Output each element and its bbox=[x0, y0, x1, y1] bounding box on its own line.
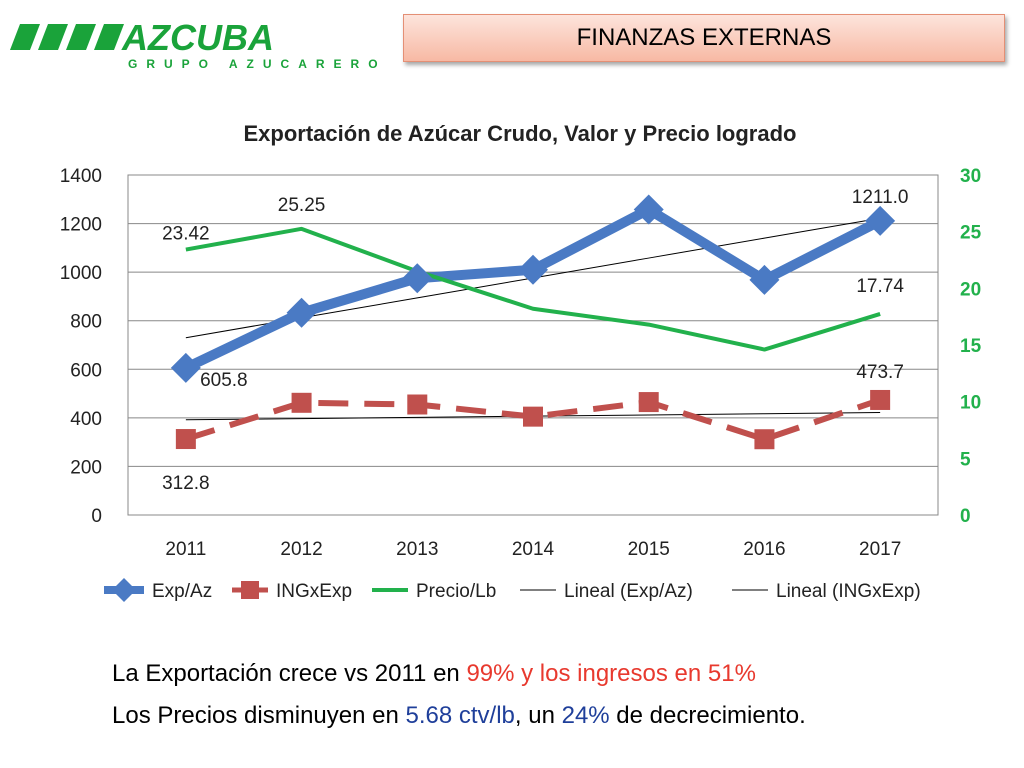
note-export-growth-text: La Exportación crece vs 2011 en bbox=[112, 660, 467, 687]
legend-marker bbox=[241, 581, 259, 599]
point-ingxexp bbox=[407, 394, 428, 415]
y-right-tick-label: 5 bbox=[960, 449, 971, 470]
note-price-text: Los Precios disminuyen en bbox=[112, 702, 406, 729]
point-exp-az bbox=[170, 352, 201, 383]
y-right-tick-label: 30 bbox=[960, 166, 981, 187]
legend-label: Lineal (INGxExp) bbox=[776, 581, 921, 602]
logo-subtitle: GRUPO AZUCARERO bbox=[128, 57, 385, 71]
note-price-pct: 24% bbox=[561, 702, 610, 729]
x-tick-label: 2016 bbox=[743, 539, 785, 560]
legend-item-2: Precio/Lb bbox=[372, 581, 496, 602]
y-left-tick-label: 1400 bbox=[60, 166, 102, 187]
series-line-2 bbox=[185, 226, 881, 352]
legend-label: Precio/Lb bbox=[416, 581, 496, 602]
data-label: 1211.0 bbox=[852, 187, 909, 208]
point-exp-az bbox=[518, 254, 548, 285]
y-left-tick-label: 1200 bbox=[60, 215, 102, 236]
point-ingxexp bbox=[175, 429, 196, 450]
x-tick-label: 2015 bbox=[628, 539, 670, 560]
y-right-tick-label: 25 bbox=[960, 223, 982, 244]
legend-item-0: Exp/Az bbox=[104, 578, 212, 602]
point-ingxexp bbox=[291, 392, 312, 413]
y-left-tick-label: 400 bbox=[70, 409, 102, 430]
legend-label: Exp/Az bbox=[152, 581, 212, 602]
data-label: 605.8 bbox=[200, 370, 248, 391]
plot-area bbox=[127, 174, 939, 516]
y-right-tick-label: 15 bbox=[960, 336, 982, 357]
x-tick-label: 2017 bbox=[859, 539, 901, 560]
point-ingxexp bbox=[523, 406, 543, 427]
y-left-tick-label: 0 bbox=[91, 506, 102, 527]
export-chart: Exportación de Azúcar Crudo, Valor y Pre… bbox=[60, 121, 982, 602]
data-label: 312.8 bbox=[162, 473, 210, 494]
y-right-tick-label: 20 bbox=[960, 279, 981, 300]
y-right-tick-label: 10 bbox=[960, 393, 981, 414]
point-ingxexp bbox=[870, 389, 891, 410]
data-label: 23.42 bbox=[162, 224, 210, 245]
point-exp-az bbox=[749, 264, 780, 295]
x-tick-label: 2011 bbox=[165, 539, 206, 560]
note-export-growth: La Exportación crece vs 2011 en 99% y lo… bbox=[112, 660, 756, 688]
logo-brand: AZCUBA bbox=[121, 17, 274, 58]
legend-item-4: Lineal (INGxExp) bbox=[732, 581, 921, 602]
data-label: 473.7 bbox=[856, 362, 904, 383]
y-left-tick-label: 200 bbox=[70, 457, 102, 478]
point-exp-az bbox=[402, 263, 433, 294]
note-price-end: de decrecimiento. bbox=[609, 702, 806, 729]
y-left-tick-label: 800 bbox=[70, 312, 102, 333]
note-price-decrease: Los Precios disminuyen en 5.68 ctv/lb, u… bbox=[112, 702, 806, 730]
azcuba-logo: AZCUBA GRUPO AZUCARERO bbox=[10, 17, 385, 71]
logo-stripes-icon bbox=[10, 24, 124, 50]
data-label: 17.74 bbox=[856, 276, 904, 297]
point-exp-az bbox=[865, 205, 896, 236]
legend-label: Lineal (Exp/Az) bbox=[564, 581, 693, 602]
legend-marker bbox=[112, 578, 136, 602]
point-exp-az bbox=[633, 194, 664, 225]
y-left-tick-label: 1000 bbox=[60, 263, 102, 284]
point-exp-az bbox=[286, 297, 317, 328]
x-tick-label: 2013 bbox=[396, 539, 438, 560]
legend-item-1: INGxExp bbox=[232, 581, 352, 602]
point-ingxexp bbox=[754, 429, 775, 450]
section-title-box: FINANZAS EXTERNAS bbox=[403, 14, 1005, 62]
legend-item-3: Lineal (Exp/Az) bbox=[520, 581, 693, 602]
chart-title: Exportación de Azúcar Crudo, Valor y Pre… bbox=[244, 121, 797, 146]
x-tick-label: 2012 bbox=[280, 539, 322, 560]
note-price-value: 5.68 ctv/lb bbox=[405, 702, 515, 729]
section-title: FINANZAS EXTERNAS bbox=[576, 24, 832, 51]
data-label: 25.25 bbox=[278, 195, 326, 216]
y-right-tick-label: 0 bbox=[960, 506, 971, 527]
point-ingxexp bbox=[638, 392, 659, 413]
y-left-tick-label: 600 bbox=[70, 360, 102, 381]
legend-label: INGxExp bbox=[276, 581, 352, 602]
x-tick-label: 2014 bbox=[512, 539, 555, 560]
note-export-growth-pct: 99% y los ingresos en 51% bbox=[466, 660, 756, 687]
note-price-mid: , un bbox=[514, 702, 562, 729]
